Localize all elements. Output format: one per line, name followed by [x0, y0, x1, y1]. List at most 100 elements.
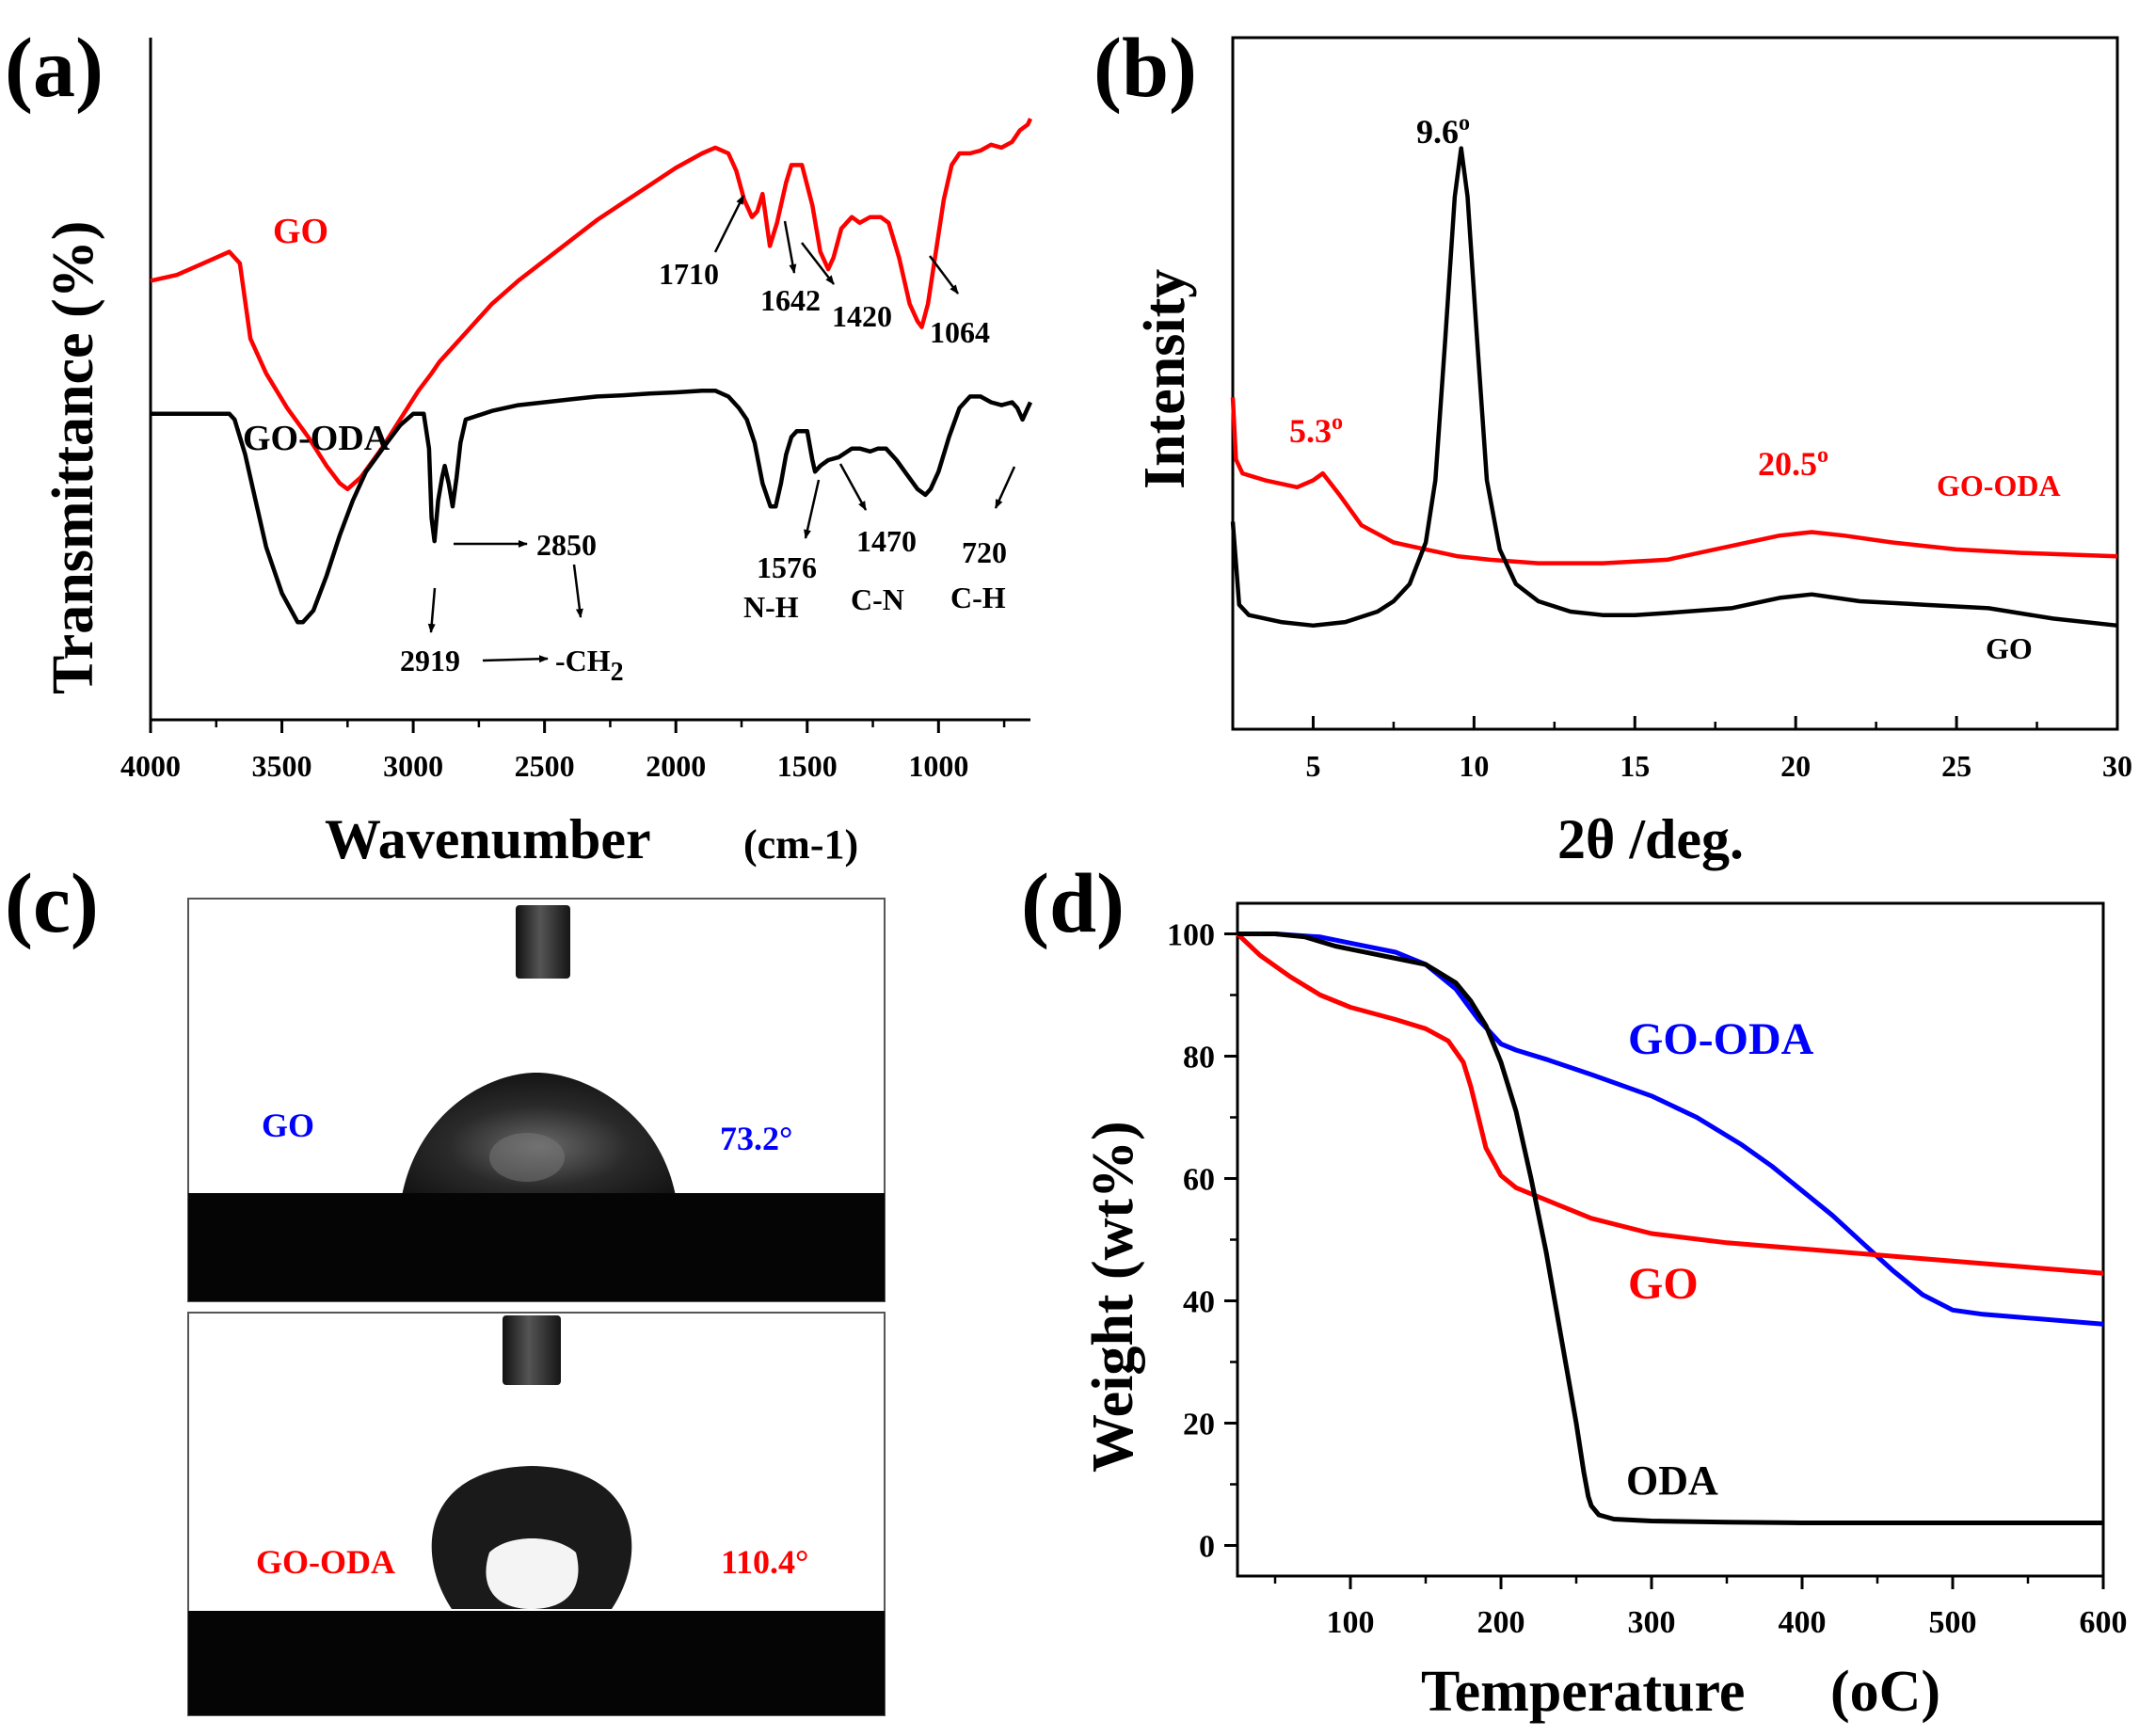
peak-label-20-5-value: 20.5: [1758, 445, 1817, 483]
panel-c: (c) GO 73.2° GO-ODA 110.4°: [5, 857, 886, 1716]
x-tick-label: 30: [2102, 749, 2132, 783]
panel-b-x-ticks: 5 10 15 20 25 30: [1305, 716, 2132, 783]
panel-d-ticks: 100 200 300 400 500 600 0 20 40 60 80 100: [1167, 918, 2128, 1641]
substrate: [188, 1611, 885, 1715]
panel-b: (b) 5 10 15 20 25 30 2θ /deg. Intensity 9.6o …: [1093, 22, 2132, 870]
substrate: [188, 1193, 885, 1301]
peak-label-9-6: 9.6o: [1416, 111, 1470, 151]
panel-b-frame: [1231, 36, 2119, 731]
peak-label-1420: 1420: [832, 299, 892, 333]
panel-d-series-label-go: GO: [1628, 1259, 1699, 1309]
peak-label-1064: 1064: [930, 315, 990, 349]
peak-arrow-2919: [427, 587, 437, 633]
peak-label-2919: 2919: [400, 644, 460, 677]
y-tick-label: 60: [1183, 1163, 1215, 1198]
panel-d-series-label-oda: ODA: [1626, 1457, 1718, 1504]
peak-label-20-5: 20.5o: [1758, 443, 1828, 483]
peak-label-5-3: 5.3o: [1289, 410, 1343, 450]
bond-label-c-h: C-H: [950, 581, 1006, 614]
x-tick-label: 500: [1929, 1605, 1977, 1640]
y-tick-label: 80: [1183, 1041, 1215, 1075]
ch2-label: -CH2: [555, 644, 624, 687]
y-tick-label: 100: [1167, 918, 1215, 953]
panel-a: (a) 4000 3500 3000 2500 2000 1500 1000 Wavenum…: [5, 22, 1033, 870]
series-line-go-oda: [1230, 397, 2118, 565]
sample-label-go-oda: GO-ODA: [256, 1543, 395, 1581]
bond-label-n-h: N-H: [743, 590, 799, 624]
x-tick-label: 20: [1780, 749, 1811, 783]
x-tick-label: 25: [1941, 749, 1971, 783]
panel-b-y-axis-title: Intensity: [1133, 269, 1197, 489]
y-tick-label: 40: [1183, 1285, 1215, 1320]
needle-icon: [516, 905, 570, 979]
panel-a-series-label-go: GO: [273, 212, 328, 251]
series-line-go-oda: [151, 388, 1033, 625]
peak-arrow-2850-ch2: [572, 564, 583, 618]
sample-label-go: GO: [262, 1107, 314, 1144]
water-droplet-icon: [431, 1466, 632, 1609]
x-tick-label: 300: [1628, 1605, 1676, 1640]
peak-label-9-6-value: 9.6: [1416, 113, 1459, 151]
angle-label-go-oda: 110.4°: [721, 1543, 808, 1581]
panel-a-x-axis-title: Wavenumber: [325, 808, 651, 870]
panel-a-x-axis-unit: (cm-1): [743, 821, 858, 868]
ch2-label-sub: 2: [611, 658, 624, 687]
peak-arrow-1642: [783, 220, 797, 274]
x-tick-label: 3500: [252, 749, 312, 783]
y-tick-label: 0: [1199, 1530, 1215, 1565]
droplet-highlight-icon: [486, 1538, 579, 1609]
x-tick-label: 1500: [777, 749, 838, 783]
x-tick-label: 5: [1305, 749, 1320, 783]
panel-b-x-axis-title: 2θ /deg.: [1557, 808, 1744, 870]
peak-label-1576: 1576: [757, 550, 817, 584]
series-line-go-oda: [1237, 932, 2104, 1327]
x-tick-label: 2500: [515, 749, 575, 783]
peak-label-9-6-sup: o: [1459, 111, 1470, 135]
contact-angle-image-go-oda: GO-ODA 110.4°: [187, 1312, 886, 1716]
panel-d-curves: [1236, 932, 2104, 1525]
panel-a-series-label-go-oda: GO-ODA: [243, 419, 391, 458]
panel-d-series-label-go-oda: GO-ODA: [1628, 1014, 1814, 1064]
series-line-go: [1236, 932, 2104, 1276]
series-line-go: [1230, 146, 2118, 629]
y-tick-label: 20: [1183, 1408, 1215, 1442]
peak-arrow-1576: [804, 479, 821, 539]
panel-b-series-label-go: GO: [1986, 631, 2033, 665]
needle-icon: [503, 1315, 561, 1385]
panel-d: (d) 100 200 300 400 500 600 0 20 40 60 80 100 Tempe…: [1021, 857, 2128, 1724]
peak-label-20-5-sup: o: [1817, 443, 1828, 468]
x-tick-label: 3000: [383, 749, 443, 783]
peak-arrow-1710: [713, 195, 745, 253]
panel-label-a: (a): [5, 22, 104, 115]
peak-label-2850: 2850: [536, 528, 597, 562]
x-tick-label: 100: [1327, 1605, 1375, 1640]
peak-label-1470: 1470: [856, 524, 917, 558]
x-tick-label: 600: [2080, 1605, 2128, 1640]
angle-label-go: 73.2°: [720, 1120, 792, 1157]
panel-label-c: (c): [5, 857, 99, 950]
panel-b-curves: [1230, 146, 2118, 629]
peak-label-5-3-sup: o: [1332, 410, 1343, 435]
peak-arrow-1420: [801, 242, 835, 285]
panel-d-y-axis-title: Weight (wt%): [1081, 1121, 1145, 1473]
panel-a-y-axis-title: Transmittance (%): [41, 221, 105, 694]
peak-arrow-2919-ch2: [482, 655, 549, 663]
x-tick-label: 4000: [120, 749, 181, 783]
peak-label-5-3-value: 5.3: [1289, 412, 1332, 450]
contact-angle-image-go: GO 73.2°: [187, 898, 886, 1302]
panel-d-x-axis-unit: (oC): [1830, 1660, 1940, 1724]
panel-d-x-axis-title: Temperature: [1421, 1660, 1745, 1724]
droplet-highlight-icon: [489, 1133, 565, 1182]
x-tick-label: 200: [1477, 1605, 1525, 1640]
peak-label-720: 720: [962, 535, 1007, 569]
panel-label-d: (d): [1021, 857, 1125, 950]
panel-a-x-axis-unit-text: (cm-1): [743, 821, 858, 868]
panel-label-b: (b): [1093, 22, 1197, 115]
x-tick-label: 1000: [908, 749, 968, 783]
panel-a-frame: [149, 38, 1030, 722]
bond-label-c-n: C-N: [851, 582, 904, 616]
panel-b-series-label-go-oda: GO-ODA: [1937, 469, 2061, 502]
series-line-oda: [1237, 932, 2103, 1525]
peak-label-1642: 1642: [760, 283, 821, 317]
